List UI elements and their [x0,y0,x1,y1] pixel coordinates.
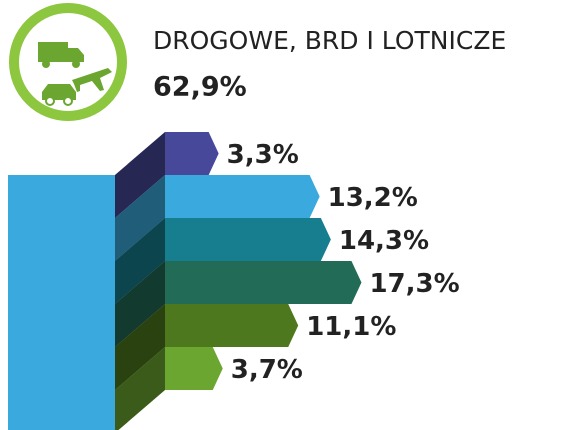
value-label: 17,3% [369,269,459,299]
value-label: 3,7% [231,355,303,385]
bar-side-shade [115,261,165,347]
bar-side-shade [115,132,165,218]
bar [165,347,223,390]
bar-side [115,347,165,430]
icon [9,3,127,121]
bar [165,261,362,304]
bar-side [115,175,165,261]
value-label: 13,2% [328,183,418,213]
base-block [8,175,116,430]
total-label: 62,9% [153,72,247,103]
value-label: 14,3% [339,226,429,256]
chart-title: DROGOWE, BRD I LOTNICZE [153,26,506,55]
bar-side-shade [115,347,165,430]
bar [165,218,331,261]
value-label: 11,1% [306,312,396,342]
bar [165,304,299,347]
bar-side [115,132,165,218]
bar-side-shade [115,218,165,304]
bar [165,175,320,218]
bar-side-shade [115,304,165,390]
bar-side [115,304,165,390]
bar-side [115,261,165,347]
bar-side [115,218,165,304]
value-label: 3,3% [227,140,299,170]
bar-side-shade [115,175,165,261]
bar [165,132,219,175]
